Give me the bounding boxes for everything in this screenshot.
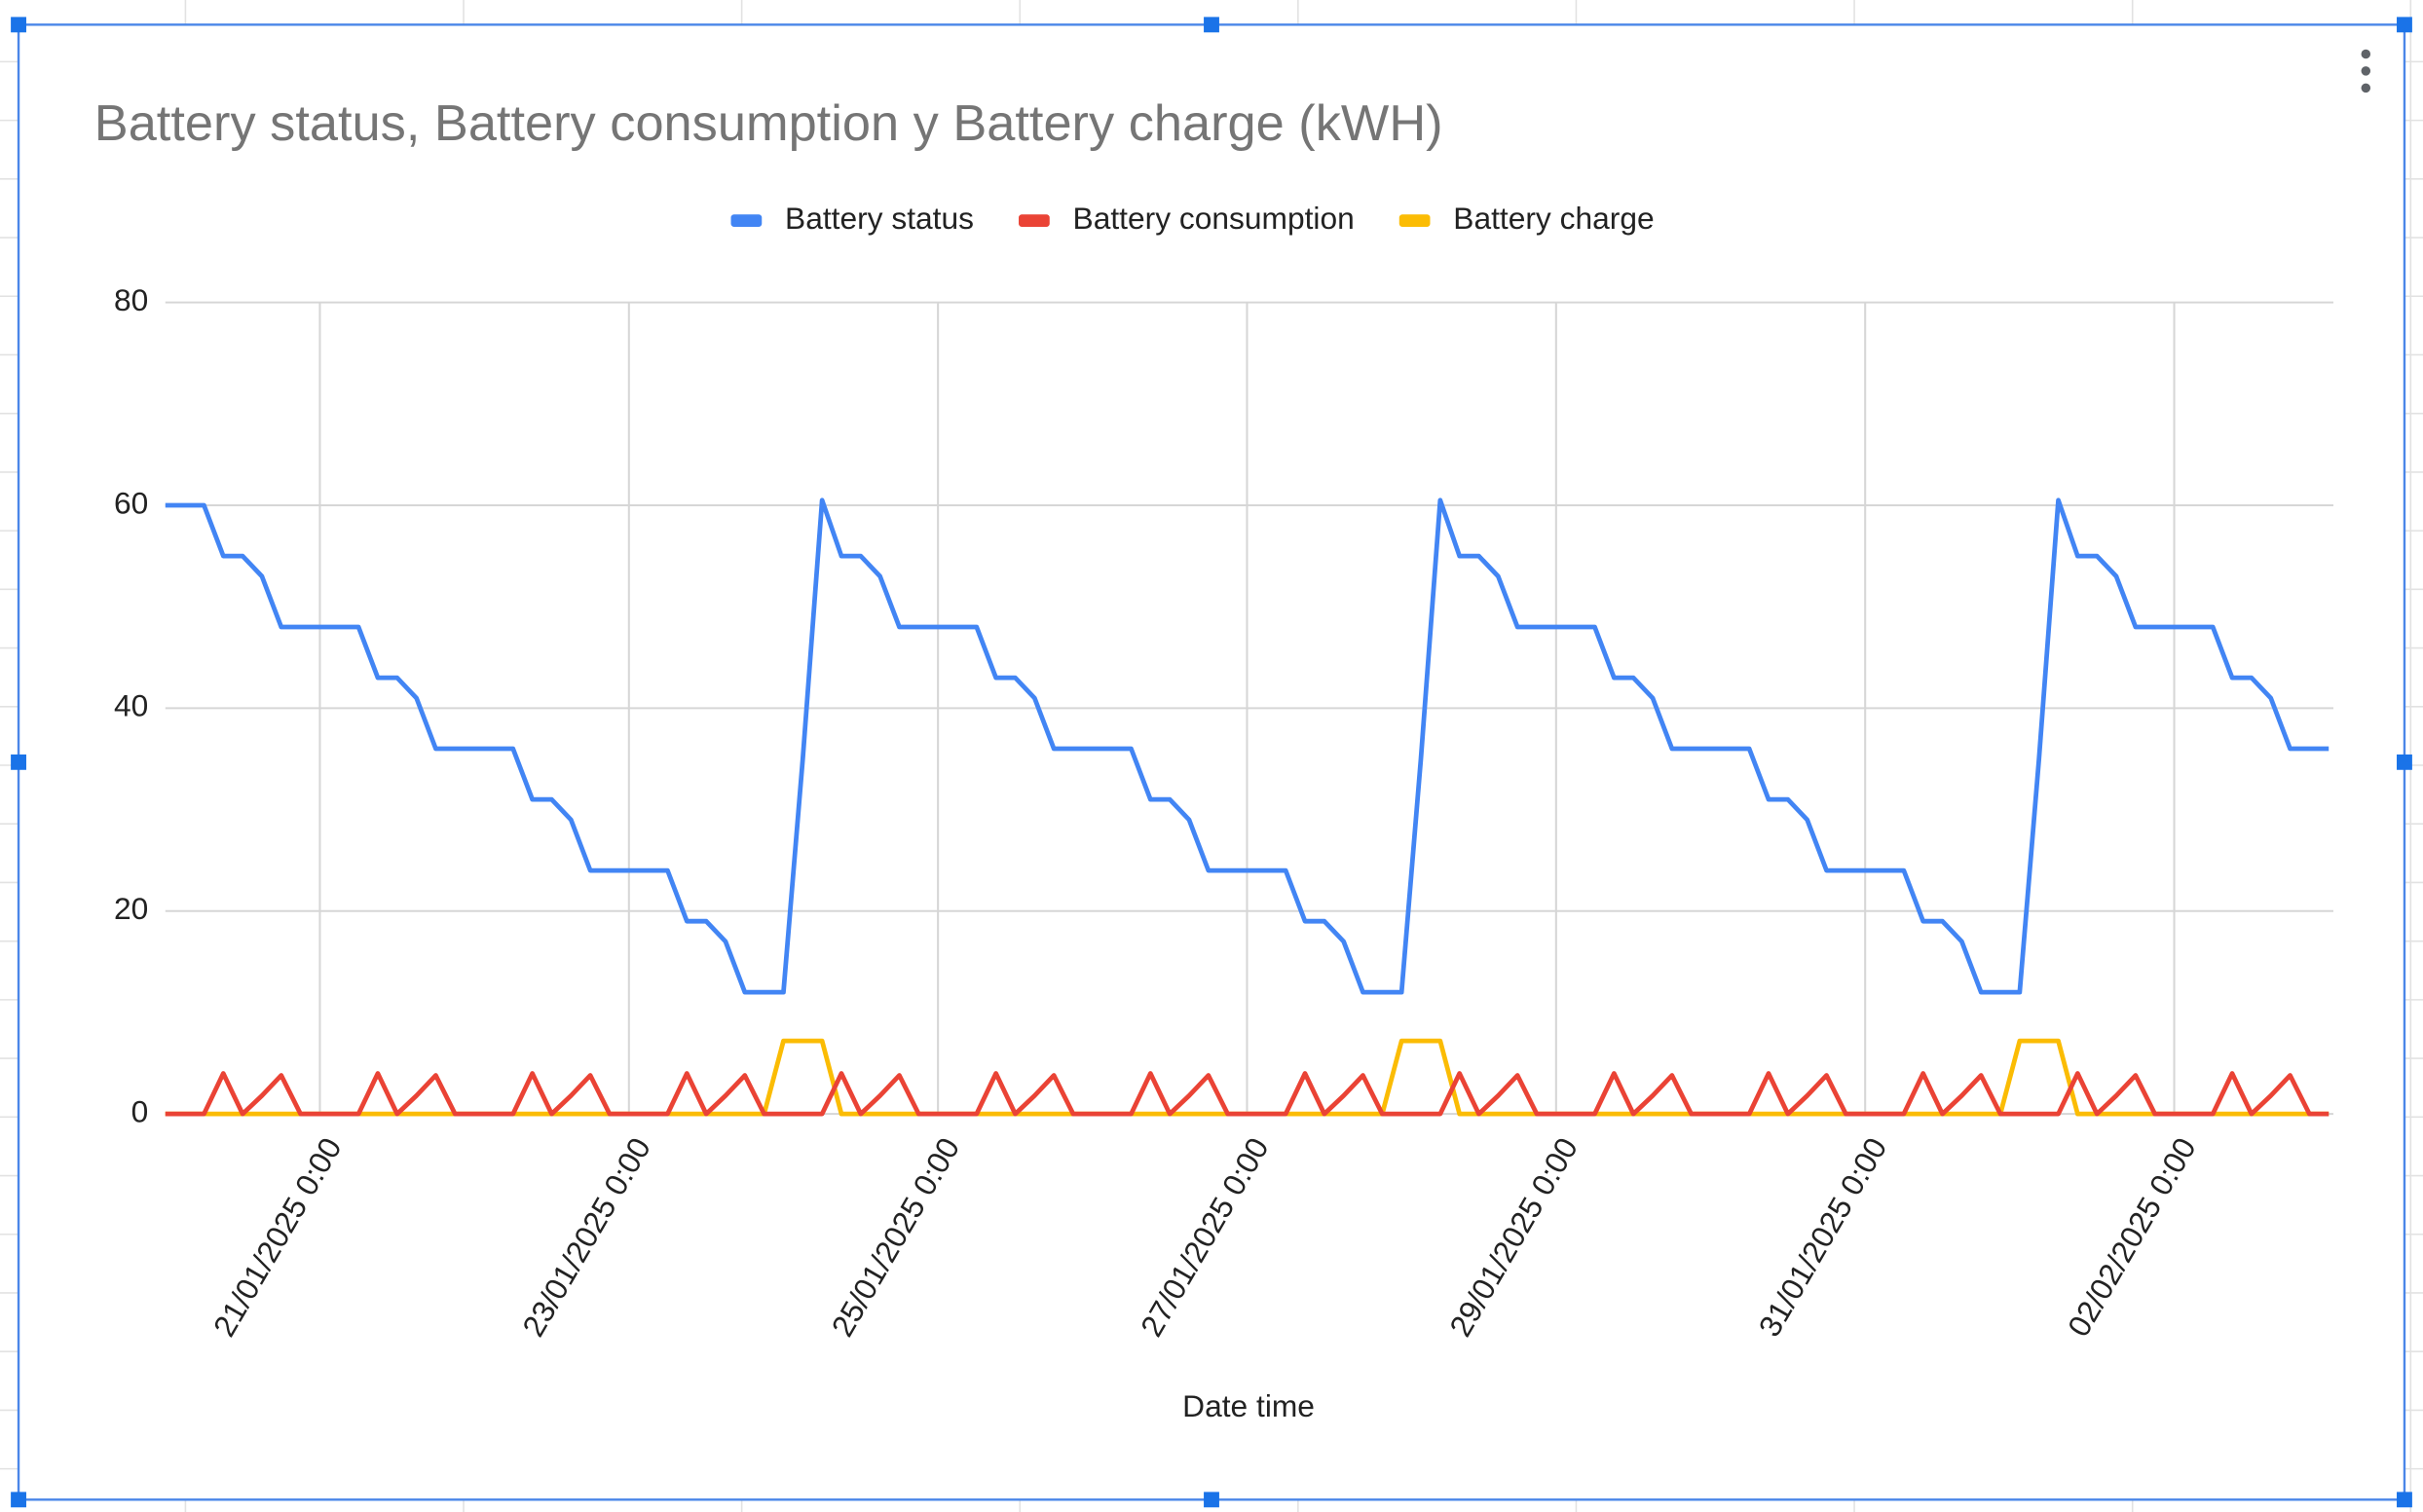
legend-swatch [1398, 214, 1431, 227]
chart-frame[interactable] [17, 23, 2406, 1501]
series-line [165, 1071, 2330, 1117]
resize-handle[interactable] [2397, 1492, 2412, 1508]
legend-entry[interactable]: Battery status [730, 201, 974, 236]
resize-handle[interactable] [2397, 17, 2412, 33]
legend-label: Battery consumption [1073, 201, 1355, 236]
legend-label: Battery status [785, 201, 974, 236]
x-axis-title: Date time [1182, 1388, 1315, 1423]
menu-dot [2361, 66, 2371, 76]
resize-handle[interactable] [11, 17, 26, 33]
legend-entry[interactable]: Battery charge [1398, 201, 1655, 236]
more-menu[interactable] [2361, 49, 2371, 93]
legend-swatch [1019, 214, 1050, 227]
legend-swatch [730, 214, 763, 227]
resize-handle[interactable] [11, 1492, 26, 1508]
legend-entry[interactable]: Battery consumption [1019, 201, 1355, 236]
resize-handle[interactable] [2397, 754, 2412, 770]
y-tick-label: 80 [114, 282, 148, 317]
y-tick-label: 0 [131, 1094, 149, 1129]
resize-handle[interactable] [1204, 17, 1219, 33]
y-tick-label: 40 [114, 688, 148, 723]
series-line [165, 498, 2330, 995]
legend-label: Battery charge [1453, 201, 1654, 236]
menu-dot [2361, 83, 2371, 93]
menu-dot [2361, 49, 2371, 59]
chart-title: Battery status, Battery consumption y Ba… [94, 95, 1443, 152]
resize-handle[interactable] [1204, 1492, 1219, 1508]
resize-handles [11, 17, 2412, 1508]
y-tick-label: 20 [114, 891, 148, 926]
resize-handle[interactable] [11, 754, 26, 770]
y-tick-label: 60 [114, 485, 148, 520]
